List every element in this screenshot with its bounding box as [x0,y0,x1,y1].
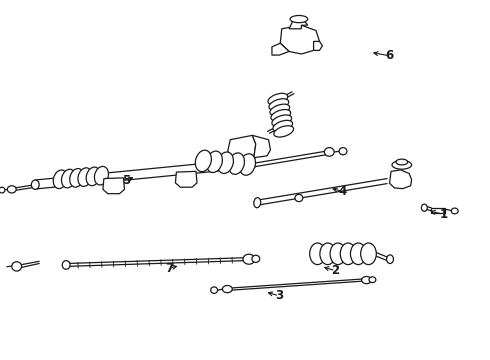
Ellipse shape [240,154,255,175]
Polygon shape [175,171,197,187]
Ellipse shape [350,243,366,265]
Text: 5: 5 [122,174,130,186]
Ellipse shape [0,187,5,193]
Ellipse shape [254,198,261,208]
Polygon shape [280,25,319,54]
Ellipse shape [421,204,427,211]
Ellipse shape [295,194,303,202]
Ellipse shape [369,277,376,283]
Ellipse shape [310,243,325,265]
Ellipse shape [7,186,16,193]
Ellipse shape [396,159,408,165]
Ellipse shape [12,262,22,271]
Ellipse shape [451,208,458,214]
Ellipse shape [211,287,218,293]
Ellipse shape [362,276,371,284]
Ellipse shape [252,255,260,262]
Ellipse shape [272,115,292,126]
Ellipse shape [387,255,393,264]
Ellipse shape [330,243,346,265]
Text: 2: 2 [332,264,340,277]
Ellipse shape [274,126,294,137]
Ellipse shape [270,104,290,116]
Ellipse shape [273,120,293,132]
Ellipse shape [269,99,289,110]
Ellipse shape [31,180,39,189]
Ellipse shape [228,153,245,174]
Bar [431,208,445,213]
Polygon shape [289,19,308,29]
Ellipse shape [340,243,356,265]
Ellipse shape [196,150,211,172]
Ellipse shape [243,254,255,264]
Ellipse shape [53,170,67,189]
Ellipse shape [290,15,308,23]
Ellipse shape [78,168,92,186]
Text: 7: 7 [165,262,173,275]
Polygon shape [390,170,412,189]
Ellipse shape [70,168,84,187]
Ellipse shape [62,261,70,269]
Ellipse shape [95,166,108,185]
Polygon shape [272,43,289,55]
Ellipse shape [61,169,75,188]
Polygon shape [228,135,256,164]
Ellipse shape [361,243,376,265]
Ellipse shape [271,109,291,121]
Text: 1: 1 [440,208,447,221]
Ellipse shape [392,161,412,169]
Ellipse shape [206,151,222,172]
Ellipse shape [268,93,288,105]
Polygon shape [314,41,322,50]
Text: 3: 3 [275,289,283,302]
Ellipse shape [86,167,100,186]
Ellipse shape [324,148,334,156]
Polygon shape [252,135,270,158]
Text: 4: 4 [339,185,347,198]
Text: 6: 6 [386,49,393,62]
Ellipse shape [218,152,233,174]
Ellipse shape [222,285,232,293]
Ellipse shape [320,243,336,265]
Polygon shape [103,178,124,194]
Ellipse shape [339,148,347,155]
